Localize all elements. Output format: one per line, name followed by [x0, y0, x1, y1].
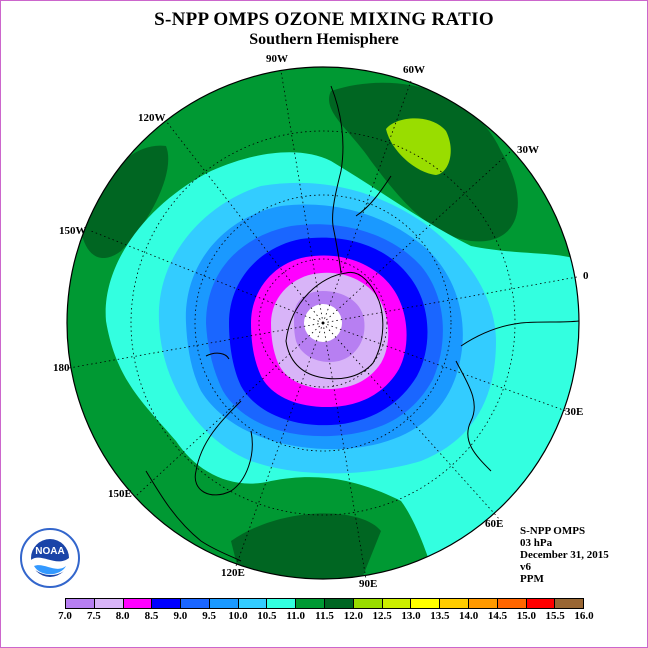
- africa-coast: [460, 320, 580, 347]
- colorbar-tick-label: 9.5: [202, 610, 217, 622]
- info-date: December 31, 2015: [520, 549, 609, 561]
- colorbar-swatch: [325, 599, 354, 608]
- colorbar-swatch: [152, 599, 182, 608]
- lon-label-150e: 150E: [108, 488, 132, 500]
- map-title: S-NPP OMPS OZONE MIXING RATIO: [154, 9, 494, 30]
- lat-ring: [258, 258, 388, 388]
- colorbar-swatch: [296, 599, 326, 608]
- colorbar-swatch: [238, 599, 268, 608]
- colorbar-swatch: [94, 599, 124, 608]
- colorbar-ticks: 7.0 7.5 8.0 8.5 9.0 9.5 10.0 10.5 11.0 11.5 12.0 12…: [58, 610, 594, 624]
- logo-text: NOAA: [35, 546, 64, 557]
- colorbar-tick-label: 11.0: [286, 610, 305, 622]
- colorbar-tick-label: 8.5: [144, 610, 159, 622]
- lon-label-180: 180: [53, 362, 70, 374]
- south-america-coast: [330, 85, 344, 274]
- colorbar-swatch: [526, 599, 556, 608]
- meridian: [135, 322, 324, 497]
- colorbar-swatch: [468, 599, 498, 608]
- colorbar-swatch: [267, 599, 297, 608]
- lon-label-30w: 30W: [517, 144, 539, 156]
- colorbar-swatch: [555, 599, 584, 608]
- info-instrument: S-NPP OMPS: [520, 525, 586, 537]
- colorbar-tick-label: 15.5: [545, 610, 565, 622]
- colorbar-tick-label: 13.0: [401, 610, 421, 622]
- lon-label-120e: 120E: [221, 567, 245, 579]
- map-border: [66, 66, 580, 580]
- colorbar-tick-label: 14.5: [487, 610, 508, 622]
- colorbar-tick-label: 16.0: [574, 610, 594, 622]
- colorbar-tick-label: 9.0: [173, 610, 188, 622]
- band-12-0-max: [386, 118, 451, 175]
- meridian: [322, 322, 502, 522]
- colorbar: [65, 598, 584, 609]
- colorbar-tick-label: 7.0: [58, 610, 72, 622]
- colorbar-tick-label: 12.5: [372, 610, 392, 622]
- south-america-coast-2: [355, 175, 392, 217]
- antarctica-coast: [285, 271, 384, 380]
- colorbar-swatch: [411, 599, 441, 608]
- colorbar-tick-label: 10.5: [257, 610, 277, 622]
- colorbar-swatch: [382, 599, 412, 608]
- colorbar-tick-label: 13.5: [430, 610, 450, 622]
- meridian: [90, 230, 324, 324]
- colorbar-tick-label: 15.0: [516, 610, 536, 622]
- lon-label-90w: 90W: [266, 53, 288, 65]
- colorbar-swatch: [497, 599, 527, 608]
- meridian: [322, 322, 367, 580]
- lon-label-150w: 150W: [59, 225, 87, 237]
- meridian: [280, 70, 324, 324]
- australia-coast: [194, 400, 253, 496]
- colorbar-swatch: [66, 599, 95, 608]
- colorbar-swatch: [123, 599, 153, 608]
- lon-label-30e: 30E: [565, 406, 584, 418]
- coastlines: [145, 85, 580, 562]
- colorbar-tick-label: 14.0: [459, 610, 479, 622]
- lon-label-60w: 60W: [403, 64, 425, 76]
- colorbar-tick-label: 7.5: [86, 610, 101, 622]
- lat-ring: [130, 130, 516, 516]
- colorbar-swatch: [181, 599, 210, 608]
- lon-label-60e: 60E: [485, 518, 504, 530]
- map-subtitle: Southern Hemisphere: [249, 31, 399, 48]
- info-units: PPM: [520, 573, 544, 585]
- meridian: [322, 150, 512, 324]
- new-zealand-coast: [145, 470, 242, 562]
- lon-label-90e: 90E: [359, 578, 378, 590]
- colorbar-swatch: [209, 599, 239, 608]
- colorbar-tick-label: 12.0: [343, 610, 363, 622]
- band-11-5-south: [231, 513, 381, 579]
- graticule: [68, 70, 578, 580]
- colorbar-swatch: [353, 599, 383, 608]
- info-version: v6: [520, 561, 531, 573]
- noaa-logo: NOAA: [20, 528, 80, 588]
- colorbar-tick-label: 8.0: [115, 610, 130, 622]
- colorbar-tick-label: 11.5: [315, 610, 334, 622]
- info-block: S-NPP OMPS 03 hPa December 31, 2015 v6 P…: [520, 525, 609, 585]
- band-11-5-west: [81, 145, 169, 259]
- lon-label-0: 0: [583, 270, 589, 282]
- lat-ring: [194, 194, 452, 452]
- info-pressure: 03 hPa: [520, 537, 553, 549]
- lon-label-120w: 120W: [138, 112, 166, 124]
- colorbar-tick-label: 10.0: [228, 610, 248, 622]
- island-coast: [205, 352, 230, 360]
- colorbar-swatch: [440, 599, 469, 608]
- africa-coast-2: [455, 360, 492, 472]
